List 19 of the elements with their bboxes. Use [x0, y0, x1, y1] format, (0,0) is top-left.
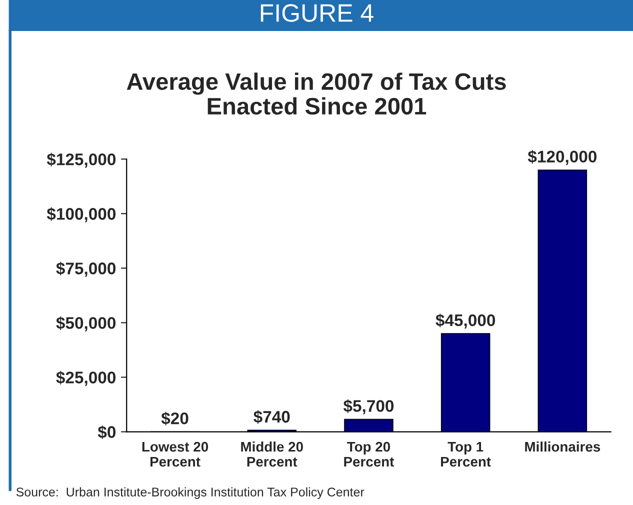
data-label: $45,000 — [436, 314, 496, 329]
x-tick-label: Lowest 20 Percent — [142, 442, 208, 467]
y-tick-label: $25,000 — [56, 370, 116, 386]
x-tick-label: Middle 20 Percent — [241, 441, 303, 467]
y-tick-label: $50,000 — [56, 316, 116, 332]
data-label: $5,700 — [343, 399, 394, 414]
y-tick-label: $75,000 — [56, 262, 116, 277]
y-tick-label: $125,000 — [46, 152, 116, 168]
data-label: $20 — [161, 412, 188, 426]
x-tick-label: Millionaires — [525, 441, 600, 452]
x-tick-label: Top 20 Percent — [344, 442, 394, 467]
source-note: Source: Urban Institute-Brookings Institution Tax Policy Center — [16, 487, 364, 499]
y-tick-label: $100,000 — [46, 207, 116, 222]
data-label: $740 — [254, 410, 290, 424]
y-tick-label: $0 — [98, 425, 116, 440]
caption: FIGURE 4 — [260, 4, 374, 22]
chart-title: Average Value in 2007 of Tax Cuts Enacted Since 2001 — [126, 72, 506, 115]
x-tick-label: Top 1 Percent — [441, 442, 491, 467]
data-label: $120,000 — [528, 150, 596, 165]
